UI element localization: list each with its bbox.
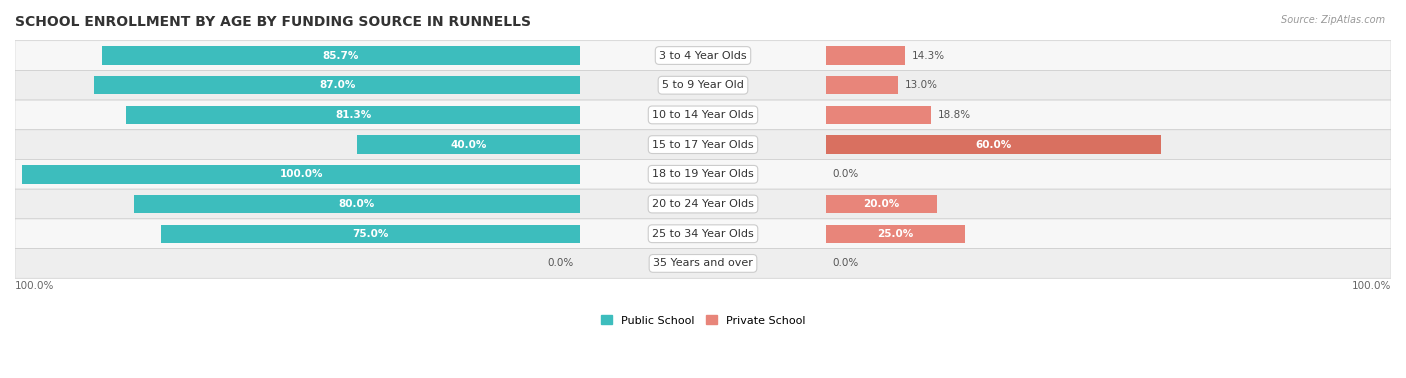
Text: 80.0%: 80.0% bbox=[339, 199, 375, 209]
FancyBboxPatch shape bbox=[15, 189, 1391, 219]
Text: 35 Years and over: 35 Years and over bbox=[652, 259, 754, 268]
Text: 25.0%: 25.0% bbox=[877, 229, 914, 239]
Text: 87.0%: 87.0% bbox=[319, 80, 356, 90]
FancyBboxPatch shape bbox=[15, 100, 1391, 130]
Text: 25 to 34 Year Olds: 25 to 34 Year Olds bbox=[652, 229, 754, 239]
Text: Source: ZipAtlas.com: Source: ZipAtlas.com bbox=[1281, 15, 1385, 25]
Text: 18 to 19 Year Olds: 18 to 19 Year Olds bbox=[652, 169, 754, 179]
FancyBboxPatch shape bbox=[15, 70, 1391, 100]
FancyBboxPatch shape bbox=[15, 219, 1391, 249]
FancyBboxPatch shape bbox=[15, 160, 1391, 189]
FancyBboxPatch shape bbox=[15, 41, 1391, 70]
Text: 13.0%: 13.0% bbox=[905, 80, 938, 90]
Bar bbox=[162, 225, 581, 243]
Text: 85.7%: 85.7% bbox=[323, 51, 359, 60]
Bar bbox=[825, 76, 898, 94]
Text: 100.0%: 100.0% bbox=[280, 169, 323, 179]
Text: 20 to 24 Year Olds: 20 to 24 Year Olds bbox=[652, 199, 754, 209]
Bar bbox=[357, 135, 581, 154]
Bar bbox=[22, 165, 581, 184]
Bar bbox=[825, 195, 938, 213]
Bar bbox=[134, 195, 581, 213]
Text: 15 to 17 Year Olds: 15 to 17 Year Olds bbox=[652, 139, 754, 150]
Bar bbox=[825, 135, 1161, 154]
Text: 0.0%: 0.0% bbox=[832, 259, 859, 268]
Text: 3 to 4 Year Olds: 3 to 4 Year Olds bbox=[659, 51, 747, 60]
Text: 0.0%: 0.0% bbox=[832, 169, 859, 179]
Text: 5 to 9 Year Old: 5 to 9 Year Old bbox=[662, 80, 744, 90]
Text: SCHOOL ENROLLMENT BY AGE BY FUNDING SOURCE IN RUNNELLS: SCHOOL ENROLLMENT BY AGE BY FUNDING SOUR… bbox=[15, 15, 531, 29]
Text: 14.3%: 14.3% bbox=[912, 51, 945, 60]
Text: 100.0%: 100.0% bbox=[1351, 281, 1391, 291]
Text: 20.0%: 20.0% bbox=[863, 199, 900, 209]
Bar bbox=[101, 46, 581, 65]
Bar bbox=[825, 225, 966, 243]
Text: 40.0%: 40.0% bbox=[450, 139, 486, 150]
Text: 100.0%: 100.0% bbox=[15, 281, 55, 291]
FancyBboxPatch shape bbox=[15, 130, 1391, 160]
Text: 81.3%: 81.3% bbox=[335, 110, 371, 120]
Bar bbox=[127, 106, 581, 124]
FancyBboxPatch shape bbox=[15, 249, 1391, 278]
Text: 18.8%: 18.8% bbox=[938, 110, 970, 120]
Legend: Public School, Private School: Public School, Private School bbox=[596, 311, 810, 330]
Text: 60.0%: 60.0% bbox=[976, 139, 1011, 150]
Text: 0.0%: 0.0% bbox=[547, 259, 574, 268]
Bar bbox=[94, 76, 581, 94]
Text: 75.0%: 75.0% bbox=[353, 229, 389, 239]
Text: 10 to 14 Year Olds: 10 to 14 Year Olds bbox=[652, 110, 754, 120]
Bar bbox=[825, 106, 931, 124]
Bar bbox=[825, 46, 905, 65]
